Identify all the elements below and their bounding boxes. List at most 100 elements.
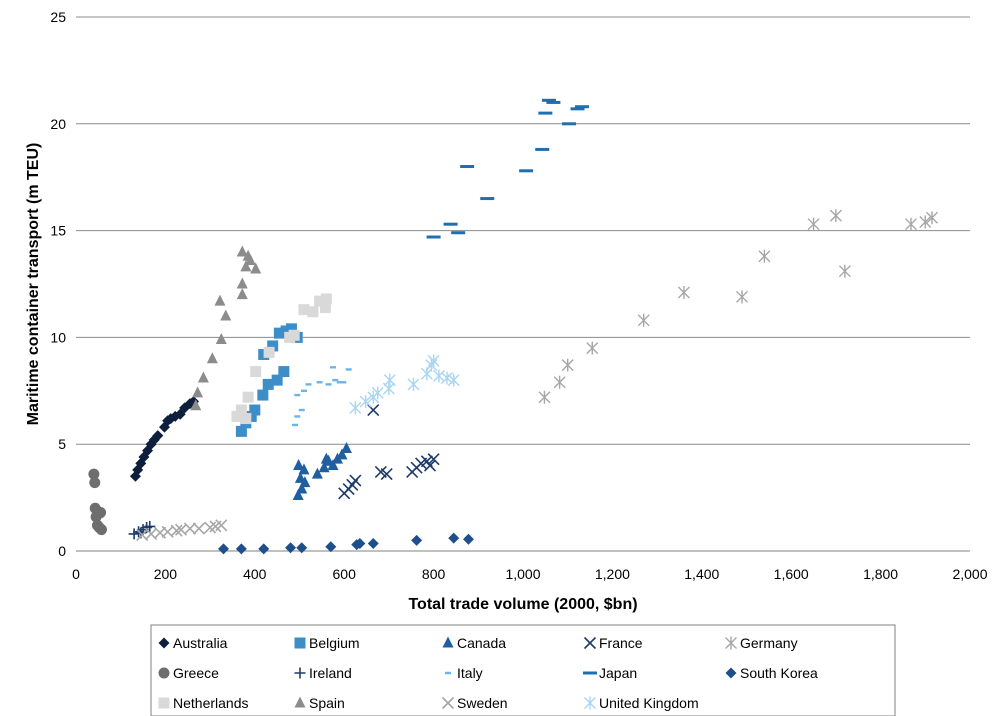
data-point [443,222,458,226]
legend-marker [294,667,306,679]
data-point [273,327,285,339]
data-point [538,390,551,404]
data-point [562,122,577,126]
data-point [354,538,366,550]
data-point [553,375,566,389]
data-point [586,341,599,355]
legend-marker [725,667,737,679]
x-tick-label: 800 [422,566,446,582]
data-point [236,245,248,257]
data-point [480,197,495,201]
legend-label: Ireland [309,665,352,681]
data-point [432,369,445,383]
y-tick-label: 5 [58,436,66,452]
series-spain [190,245,262,411]
data-point [298,463,310,475]
data-point [926,211,938,225]
data-point [349,401,362,415]
data-point [314,295,326,307]
data-point [192,386,204,398]
data-point [460,165,475,169]
legend-marker [158,637,170,649]
data-point [236,288,248,300]
data-point [235,425,247,437]
data-point [319,301,331,313]
series-canada [292,441,352,500]
data-point [95,524,107,536]
data-point [541,98,556,102]
data-point [128,528,140,540]
data-point [258,543,270,555]
data-point [235,543,247,555]
legend-marker [158,667,170,679]
series-ireland [128,520,156,540]
legend-label: Japan [599,665,637,681]
x-tick-label: 1,600 [774,566,809,582]
data-point [236,277,248,289]
data-point [838,264,851,278]
legend-marker [584,696,596,710]
legend-label: France [599,635,643,651]
legend-marker [441,696,455,710]
data-point [411,534,423,546]
series-japan [426,98,590,239]
data-point [829,209,842,223]
legend-marker [442,636,454,648]
series-germany [538,209,938,404]
data-point [89,477,101,489]
data-point [220,309,232,321]
data-point [183,522,197,535]
x-tick-label: 200 [154,566,178,582]
data-point [192,522,205,535]
data-point [427,354,440,368]
gridlines [76,16,970,445]
data-point [240,260,252,272]
data-point [320,293,332,305]
data-point [271,374,283,386]
data-point [807,217,820,231]
data-points [88,98,938,555]
data-point [235,404,247,416]
data-point [425,358,438,372]
legend-marker [725,636,737,650]
data-point [359,394,372,408]
x-tick-label: 400 [243,566,267,582]
data-point [263,346,275,358]
legend-label: Germany [740,635,798,651]
data-point [349,474,362,487]
data-point [285,323,297,335]
data-point [257,389,269,401]
legend-label: United Kingdom [599,695,699,711]
data-point [285,542,297,554]
x-axis-title: Total trade volume (2000, $bn) [408,596,637,613]
legend-marker [294,696,306,708]
y-tick-label: 25 [50,9,66,25]
legend-marker [158,697,170,709]
data-point [570,107,585,111]
legend-label: Sweden [457,695,508,711]
data-point [231,410,243,422]
legend: Australia Belgium Canada France Germany Greec… [150,624,896,716]
data-point [332,378,339,382]
data-point [294,471,306,483]
y-tick-label: 20 [50,116,66,132]
data-point [371,386,384,400]
data-point [426,235,441,239]
data-point [197,371,209,383]
legend-label: Belgium [309,635,360,651]
data-point [340,381,347,384]
data-point [448,532,460,544]
data-point [575,105,590,109]
data-point [519,169,534,173]
series-netherlands [231,293,332,425]
data-point [249,404,261,416]
data-point [296,542,308,554]
legend-label: Italy [457,665,483,681]
data-point [190,399,202,411]
data-point [242,249,254,261]
legend-marker [583,671,597,675]
data-point [144,520,156,532]
data-point [206,352,218,364]
data-point [262,378,274,390]
